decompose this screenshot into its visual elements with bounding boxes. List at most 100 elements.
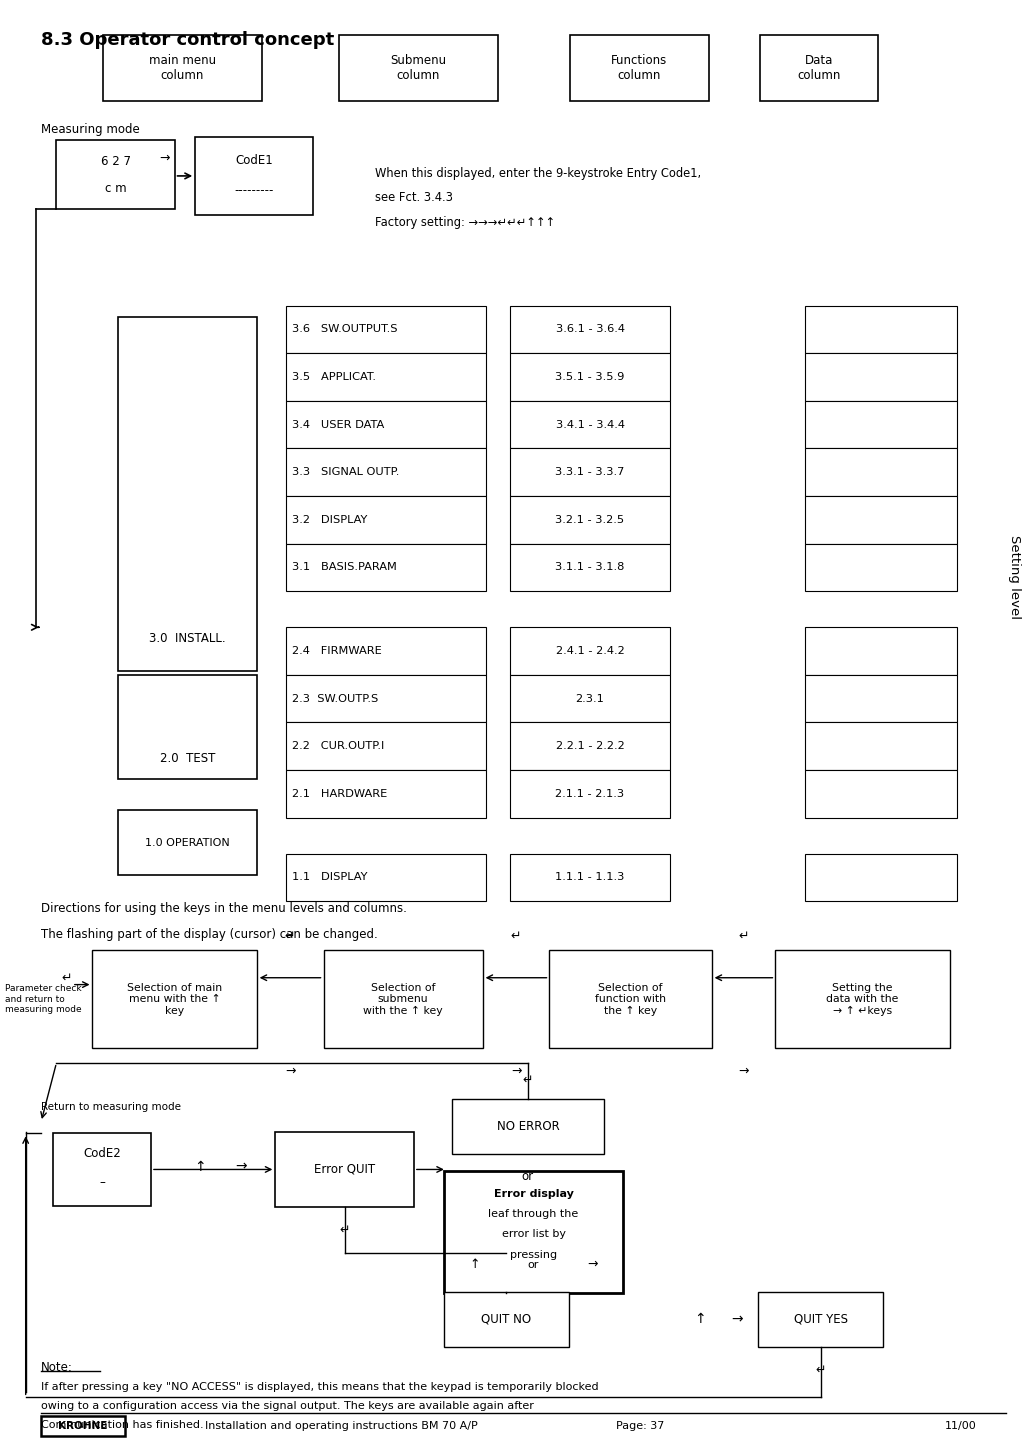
Text: Setting level: Setting level <box>1009 535 1021 619</box>
Bar <box>118 675 257 779</box>
Text: 2.1.1 - 2.1.3: 2.1.1 - 2.1.3 <box>556 789 624 799</box>
Text: 3.2.1 - 3.2.5: 3.2.1 - 3.2.5 <box>556 515 624 525</box>
Text: →: → <box>738 1064 749 1079</box>
Text: 3.1.1 - 3.1.8: 3.1.1 - 3.1.8 <box>556 562 624 572</box>
Text: 3.0  INSTALL.: 3.0 INSTALL. <box>149 632 226 646</box>
Text: →: → <box>235 1159 248 1174</box>
Bar <box>286 496 486 544</box>
Text: 3.4   USER DATA: 3.4 USER DATA <box>292 420 384 430</box>
Bar <box>510 401 670 448</box>
Text: 2.3.1: 2.3.1 <box>575 694 605 704</box>
Bar <box>41 1416 125 1436</box>
Bar <box>195 137 313 215</box>
Bar <box>103 35 262 101</box>
Bar <box>758 1292 883 1347</box>
Text: ↵: ↵ <box>523 1073 533 1087</box>
Text: ↑: ↑ <box>469 1257 480 1272</box>
Bar <box>339 35 498 101</box>
Bar <box>510 306 670 353</box>
Text: If after pressing a key "NO ACCESS" is displayed, this means that the keypad is : If after pressing a key "NO ACCESS" is d… <box>41 1383 599 1392</box>
Text: 2.2.1 - 2.2.2: 2.2.1 - 2.2.2 <box>556 741 624 751</box>
Text: Error QUIT: Error QUIT <box>314 1162 375 1177</box>
Text: owing to a configuration access via the signal output. The keys are available ag: owing to a configuration access via the … <box>41 1402 534 1410</box>
Text: ↵: ↵ <box>339 1223 350 1237</box>
Bar <box>510 448 670 496</box>
Bar <box>775 950 950 1048</box>
Text: or: or <box>528 1260 539 1269</box>
Text: –: – <box>100 1175 105 1190</box>
Text: 1.1   DISPLAY: 1.1 DISPLAY <box>292 872 368 883</box>
Text: Measuring mode: Measuring mode <box>41 123 140 137</box>
Text: →: → <box>510 1064 522 1079</box>
Bar <box>510 544 670 591</box>
Bar <box>324 950 483 1048</box>
Text: 1.0 OPERATION: 1.0 OPERATION <box>145 838 230 848</box>
Bar <box>805 675 957 722</box>
Text: →: → <box>159 151 169 166</box>
Bar <box>53 1133 151 1206</box>
Bar <box>444 1292 569 1347</box>
Bar <box>510 770 670 818</box>
Text: Directions for using the keys in the menu levels and columns.: Directions for using the keys in the men… <box>41 901 407 916</box>
Text: 2.4   FIRMWARE: 2.4 FIRMWARE <box>292 646 381 656</box>
Text: Setting the
data with the
→ ↑ ↵keys: Setting the data with the → ↑ ↵keys <box>827 982 899 1017</box>
Bar <box>286 770 486 818</box>
Text: 11/00: 11/00 <box>945 1422 977 1430</box>
Bar <box>805 770 957 818</box>
Text: 3.6.1 - 3.6.4: 3.6.1 - 3.6.4 <box>556 324 624 335</box>
Bar <box>510 627 670 675</box>
Text: leaf through the: leaf through the <box>489 1210 578 1218</box>
Text: Communication has finished.: Communication has finished. <box>41 1420 203 1429</box>
Text: When this displayed, enter the 9-keystroke Entry Code1,: When this displayed, enter the 9-keystro… <box>375 166 701 180</box>
Text: Parameter check
and return to
measuring mode: Parameter check and return to measuring … <box>5 985 82 1014</box>
Text: Selection of main
menu with the ↑
key: Selection of main menu with the ↑ key <box>127 982 222 1017</box>
Bar <box>286 353 486 401</box>
Bar <box>118 317 257 671</box>
Bar <box>805 722 957 770</box>
Text: main menu
column: main menu column <box>149 53 216 82</box>
Text: 2.4.1 - 2.4.2: 2.4.1 - 2.4.2 <box>556 646 624 656</box>
Bar <box>805 401 957 448</box>
Bar <box>118 810 257 875</box>
Text: 2.2   CUR.OUTP.I: 2.2 CUR.OUTP.I <box>292 741 384 751</box>
Text: QUIT NO: QUIT NO <box>482 1312 531 1327</box>
Bar <box>510 496 670 544</box>
Bar <box>286 722 486 770</box>
Bar <box>805 854 957 901</box>
Text: pressing: pressing <box>510 1250 557 1259</box>
Text: Functions
column: Functions column <box>611 53 668 82</box>
Text: KROHNE: KROHNE <box>59 1422 108 1430</box>
Bar <box>510 353 670 401</box>
Text: 6 2 7: 6 2 7 <box>101 154 130 169</box>
Text: Note:: Note: <box>41 1360 73 1374</box>
Text: or: or <box>522 1169 534 1184</box>
Text: 3.1   BASIS.PARAM: 3.1 BASIS.PARAM <box>292 562 396 572</box>
Bar <box>286 544 486 591</box>
Bar <box>286 675 486 722</box>
Text: Submenu
column: Submenu column <box>390 53 447 82</box>
Text: CodE1: CodE1 <box>235 153 273 167</box>
Bar <box>286 401 486 448</box>
Text: ↵: ↵ <box>284 929 296 943</box>
Text: 3.3.1 - 3.3.7: 3.3.1 - 3.3.7 <box>556 467 624 477</box>
Bar <box>452 1099 604 1154</box>
Text: CodE2: CodE2 <box>83 1146 121 1161</box>
Text: 2.3  SW.OUTP.S: 2.3 SW.OUTP.S <box>292 694 378 704</box>
Text: ↑: ↑ <box>694 1312 707 1327</box>
Bar <box>275 1132 414 1207</box>
Bar <box>286 854 486 901</box>
Bar <box>510 675 670 722</box>
Text: ↵: ↵ <box>62 972 72 985</box>
Text: →: → <box>587 1257 598 1272</box>
Text: Selection of
submenu
with the ↑ key: Selection of submenu with the ↑ key <box>364 982 443 1017</box>
Bar <box>805 306 957 353</box>
Text: error list by: error list by <box>501 1230 566 1239</box>
Bar <box>444 1171 623 1293</box>
Text: ↵: ↵ <box>738 929 749 943</box>
Text: Error display: Error display <box>494 1190 573 1198</box>
Bar <box>805 496 957 544</box>
Bar <box>510 854 670 901</box>
Bar <box>286 627 486 675</box>
Text: 3.5   APPLICAT.: 3.5 APPLICAT. <box>292 372 376 382</box>
Bar <box>286 306 486 353</box>
